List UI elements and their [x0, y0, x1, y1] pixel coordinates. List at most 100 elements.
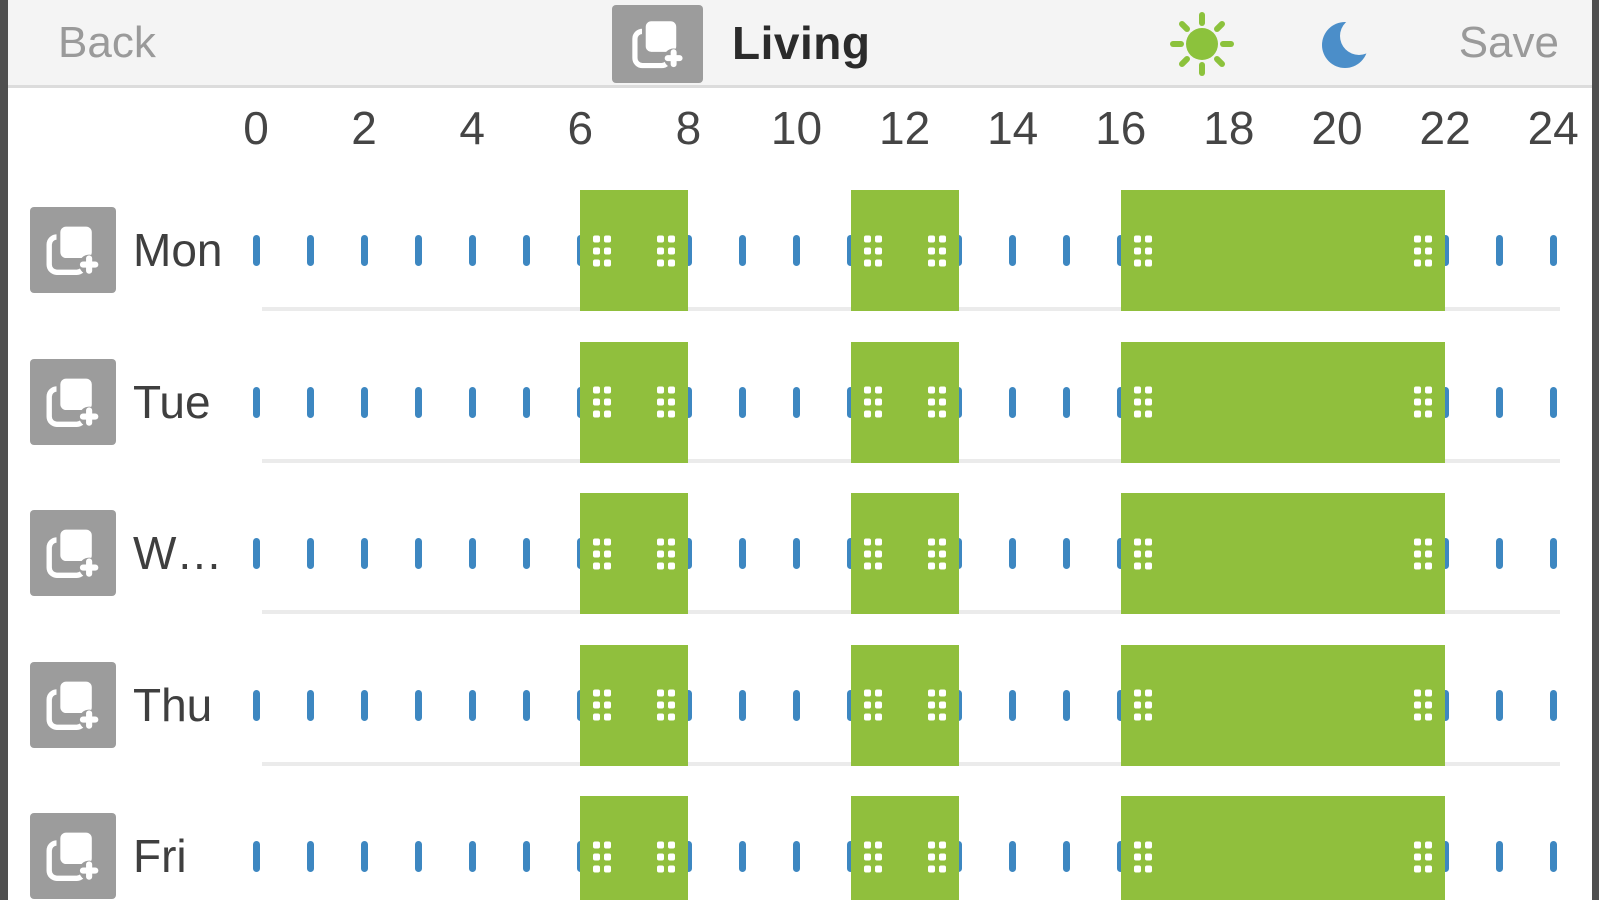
handle-dot — [1133, 386, 1141, 394]
block-resize-handle-left[interactable] — [863, 538, 882, 569]
block-resize-handle-left[interactable] — [593, 538, 612, 569]
schedule-block[interactable] — [1120, 644, 1446, 766]
block-resize-handle-left[interactable] — [1133, 841, 1152, 872]
handle-dot — [863, 247, 871, 254]
back-button[interactable]: Back — [58, 17, 156, 67]
block-resize-handle-left[interactable] — [863, 386, 882, 418]
hour-tick — [1495, 235, 1503, 266]
handle-dot — [1425, 701, 1433, 709]
block-resize-handle-left[interactable] — [863, 235, 882, 266]
save-button[interactable]: Save — [1458, 17, 1559, 67]
hour-tick — [1495, 538, 1503, 569]
handle-dot — [927, 713, 935, 721]
block-resize-handle-left[interactable] — [593, 235, 612, 266]
hour-tick — [252, 689, 260, 721]
handle-dot — [1144, 247, 1152, 254]
block-resize-handle-right[interactable] — [1414, 538, 1433, 569]
day-row: Tue — [0, 311, 1599, 463]
schedule-block[interactable] — [1120, 796, 1446, 900]
block-resize-handle-right[interactable] — [927, 386, 946, 418]
hour-tick — [468, 841, 476, 872]
block-resize-handle-right[interactable] — [657, 386, 676, 418]
block-resize-handle-right[interactable] — [927, 689, 946, 721]
hour-tick — [738, 235, 746, 266]
copy-day-button[interactable] — [30, 207, 116, 293]
block-resize-handle-right[interactable] — [657, 235, 676, 266]
handle-dot — [938, 410, 946, 418]
schedule-block[interactable] — [1120, 493, 1446, 614]
block-resize-handle-right[interactable] — [927, 235, 946, 266]
handle-dot — [1425, 841, 1433, 848]
copy-day-button[interactable] — [30, 661, 116, 748]
schedule-block[interactable] — [850, 644, 959, 766]
axis-hour-label: 10 — [770, 102, 823, 154]
block-resize-handle-left[interactable] — [593, 841, 612, 872]
day-row: Mon — [0, 159, 1599, 311]
schedule-block[interactable] — [580, 644, 689, 766]
copy-day-button[interactable] — [30, 510, 116, 596]
block-resize-handle-left[interactable] — [1133, 538, 1152, 569]
block-resize-handle-right[interactable] — [657, 841, 676, 872]
block-resize-handle-left[interactable] — [593, 386, 612, 418]
handle-dot — [1133, 865, 1141, 872]
axis-hour-label: 22 — [1419, 102, 1471, 154]
hour-tick — [468, 689, 476, 721]
handle-dot — [863, 235, 871, 242]
handle-dot — [863, 841, 871, 848]
copy-day-button[interactable] — [30, 358, 116, 445]
handle-dot — [604, 701, 612, 709]
handle-dot — [668, 259, 676, 266]
schedule-block[interactable] — [850, 493, 959, 614]
block-resize-handle-right[interactable] — [657, 538, 676, 569]
handle-dot — [927, 841, 935, 848]
handle-dot — [1133, 550, 1141, 557]
handle-dot — [1133, 841, 1141, 848]
handle-dot — [657, 689, 665, 697]
schedule-block[interactable] — [850, 190, 959, 311]
block-resize-handle-right[interactable] — [1414, 235, 1433, 266]
schedule-block[interactable] — [850, 796, 959, 900]
hour-tick — [360, 841, 368, 872]
hour-tick — [252, 841, 260, 872]
day-mode-toggle[interactable] — [1170, 12, 1234, 76]
block-resize-handle-right[interactable] — [927, 841, 946, 872]
block-resize-handle-left[interactable] — [1133, 689, 1152, 721]
schedule-block[interactable] — [580, 493, 689, 614]
copy-schedule-button[interactable] — [612, 5, 703, 83]
handle-dot — [1144, 386, 1152, 394]
handle-dot — [593, 562, 601, 569]
block-resize-handle-right[interactable] — [1414, 386, 1433, 418]
block-resize-handle-right[interactable] — [657, 689, 676, 721]
block-resize-handle-left[interactable] — [1133, 386, 1152, 418]
handle-dot — [1414, 550, 1422, 557]
block-resize-handle-right[interactable] — [1414, 689, 1433, 721]
schedule-block[interactable] — [580, 341, 689, 463]
block-resize-handle-right[interactable] — [927, 538, 946, 569]
block-resize-handle-left[interactable] — [863, 841, 882, 872]
handle-dot — [927, 689, 935, 697]
block-resize-handle-left[interactable] — [593, 689, 612, 721]
handle-dot — [668, 562, 676, 569]
hour-tick — [738, 841, 746, 872]
schedule-block[interactable] — [850, 341, 959, 463]
handle-dot — [938, 259, 946, 266]
copy-add-icon — [46, 677, 100, 730]
schedule-block[interactable] — [580, 190, 689, 311]
handle-dot — [927, 550, 935, 557]
handle-dot — [874, 841, 882, 848]
handle-dot — [938, 550, 946, 557]
block-resize-handle-right[interactable] — [1414, 841, 1433, 872]
night-mode-toggle[interactable] — [1320, 16, 1378, 72]
handle-dot — [1133, 853, 1141, 860]
hour-tick — [414, 841, 422, 872]
handle-dot — [604, 853, 612, 860]
copy-day-button[interactable] — [30, 813, 116, 899]
schedule-block[interactable] — [580, 796, 689, 900]
block-resize-handle-left[interactable] — [1133, 235, 1152, 266]
schedule-block[interactable] — [1120, 341, 1446, 463]
block-resize-handle-left[interactable] — [863, 689, 882, 721]
handle-dot — [1414, 865, 1422, 872]
handle-dot — [874, 865, 882, 872]
schedule-block[interactable] — [1120, 190, 1446, 311]
hour-tick — [414, 235, 422, 266]
